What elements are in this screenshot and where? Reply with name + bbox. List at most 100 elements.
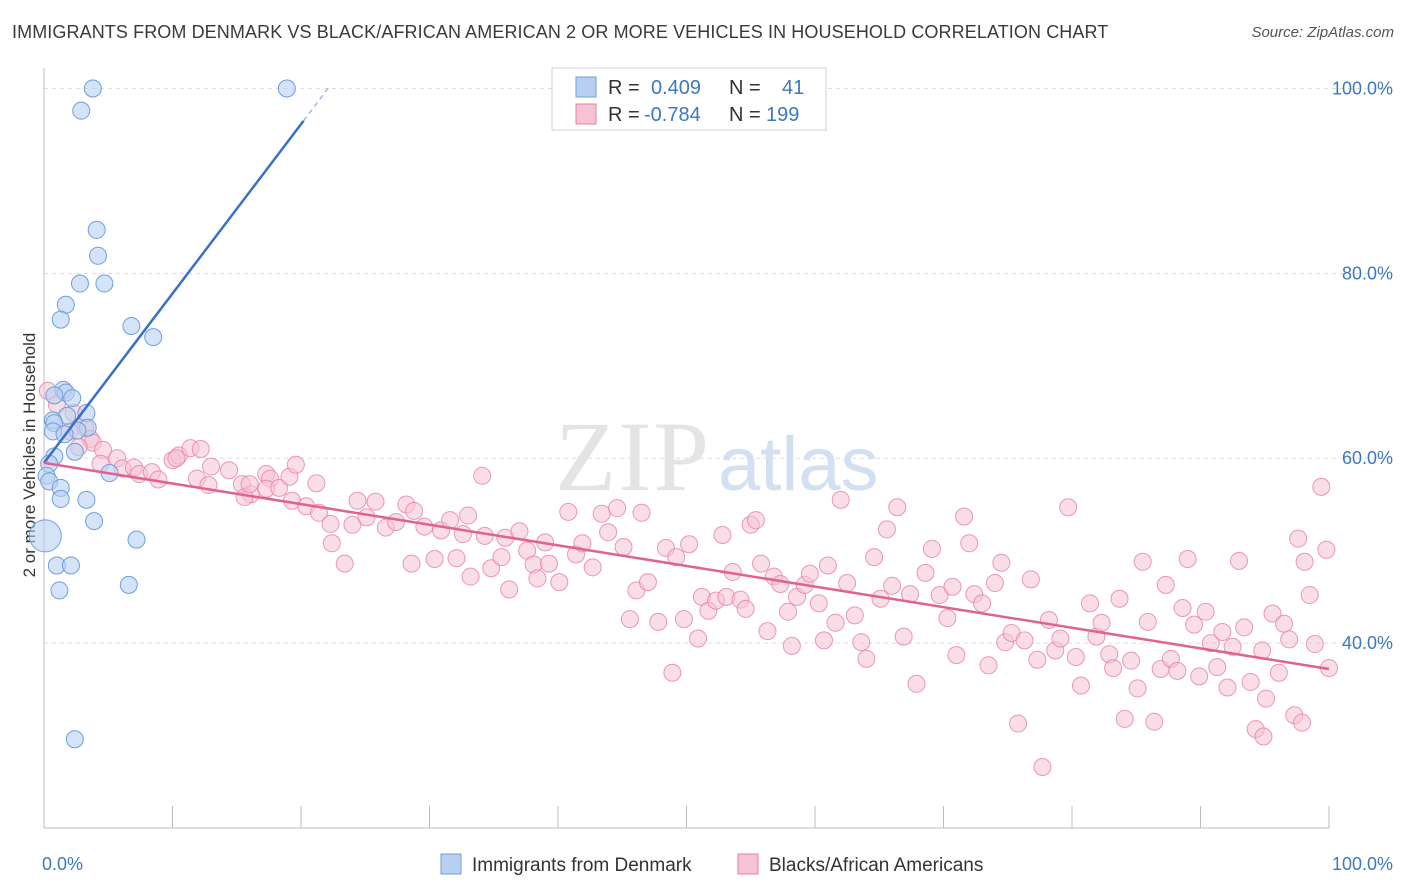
watermark: ZIP atlas	[555, 401, 879, 512]
data-point-pink	[473, 466, 492, 485]
y-tick-label: 40.0%	[1342, 633, 1393, 653]
data-point-pink	[667, 548, 686, 567]
data-point-pink	[1223, 637, 1242, 656]
data-point-pink	[1028, 650, 1047, 669]
data-point-pink	[663, 663, 682, 682]
data-point-pink	[1092, 613, 1111, 632]
data-point-pink	[1317, 540, 1336, 559]
data-point-pink	[307, 474, 326, 493]
source-label: Source: ZipAtlas.com	[1251, 24, 1394, 41]
data-point-pink	[888, 498, 907, 517]
data-point-blue	[85, 512, 104, 531]
legend-r-value-pink: -0.784	[644, 104, 701, 126]
axes	[43, 68, 1330, 829]
data-point-pink	[955, 507, 974, 526]
data-point-pink	[1104, 659, 1123, 678]
series-legend: Immigrants from Denmark Blacks/African A…	[440, 853, 983, 876]
data-point-pink	[220, 461, 239, 480]
data-point-pink	[1218, 678, 1237, 697]
data-point-pink	[270, 478, 289, 497]
data-point-blue	[45, 386, 64, 405]
data-point-pink	[321, 514, 340, 533]
data-point-pink	[322, 534, 341, 553]
chart-title: IMMIGRANTS FROM DENMARK VS BLACK/AFRICAN…	[12, 22, 1109, 42]
data-point-pink	[620, 610, 639, 629]
data-point-pink	[1185, 615, 1204, 634]
data-point-pink	[1230, 551, 1249, 570]
legend-swatch-pink	[575, 103, 597, 125]
data-point-blue	[61, 556, 80, 575]
data-point-pink	[540, 554, 559, 573]
data-point-pink	[592, 504, 611, 523]
trend-line-blue	[43, 120, 305, 464]
data-point-pink	[771, 574, 790, 593]
data-point-pink	[852, 633, 871, 652]
data-point-pink	[343, 515, 362, 534]
data-point-pink	[1235, 618, 1254, 637]
watermark-zip: ZIP	[555, 401, 711, 512]
data-point-pink	[689, 629, 708, 648]
data-point-pink	[447, 549, 466, 568]
data-point-pink	[814, 631, 833, 650]
legend-r-label-blue: R =	[608, 77, 640, 99]
data-point-pink	[1201, 634, 1220, 653]
data-point-pink	[1156, 575, 1175, 594]
data-point-pink	[240, 475, 259, 494]
data-point-pink	[779, 602, 798, 621]
data-point-pink	[857, 649, 876, 668]
data-point-pink	[649, 612, 668, 631]
bottom-legend-swatch-pink	[737, 853, 759, 875]
data-point-blue	[51, 489, 70, 508]
legend-r-label-pink: R =	[608, 104, 640, 126]
data-point-blue	[122, 317, 141, 336]
legend-n-value-blue: 41	[782, 77, 804, 99]
data-point-pink	[550, 573, 569, 592]
tick-labels: 40.0% 60.0% 80.0% 100.0% 0.0% 100.0%	[42, 78, 1393, 874]
data-point-blue	[88, 246, 107, 265]
data-point-pink	[922, 539, 941, 558]
data-point-blue	[119, 575, 138, 594]
data-point-pink	[1263, 604, 1282, 623]
data-point-pink	[1173, 598, 1192, 617]
data-point-pink	[818, 556, 837, 575]
data-point-pink	[1138, 612, 1157, 631]
data-point-pink	[930, 586, 949, 605]
data-point-pink	[1110, 589, 1129, 608]
data-point-pink	[1213, 623, 1232, 642]
data-point-pink	[845, 606, 864, 625]
data-point-pink	[1269, 663, 1288, 682]
data-point-pink	[1122, 651, 1141, 670]
trend-line-pink	[43, 461, 1330, 671]
data-point-pink	[1021, 570, 1040, 589]
data-point-pink	[366, 492, 385, 511]
data-point-pink	[1257, 689, 1276, 708]
data-point-pink	[746, 511, 765, 530]
data-point-pink	[286, 455, 305, 474]
data-point-pink	[1275, 614, 1294, 633]
trend-line-blue-extension	[302, 86, 330, 122]
data-point-pink	[475, 526, 494, 545]
bottom-legend-swatch-blue	[440, 853, 462, 875]
series-immigrants-from-denmark	[28, 79, 296, 749]
data-point-pink	[614, 537, 633, 556]
data-point-pink	[1289, 529, 1308, 548]
data-point-pink	[1145, 712, 1164, 731]
data-point-blue	[83, 79, 102, 98]
data-point-pink	[809, 594, 828, 613]
data-point-pink	[405, 501, 424, 520]
data-point-blue	[63, 389, 82, 408]
data-point-pink	[1168, 661, 1187, 680]
data-point-pink	[680, 535, 699, 554]
data-point-pink	[877, 520, 896, 539]
data-point-pink	[348, 491, 367, 510]
data-point-pink	[599, 523, 618, 542]
data-point-pink	[559, 502, 578, 521]
data-point-pink	[865, 548, 884, 567]
y-tick-label: 80.0%	[1342, 263, 1393, 283]
data-point-pink	[907, 674, 926, 693]
data-point-blue	[144, 328, 163, 347]
data-point-pink	[752, 554, 771, 573]
data-point-pink	[831, 490, 850, 509]
data-point-pink	[1128, 679, 1147, 698]
data-point-pink	[674, 610, 693, 629]
